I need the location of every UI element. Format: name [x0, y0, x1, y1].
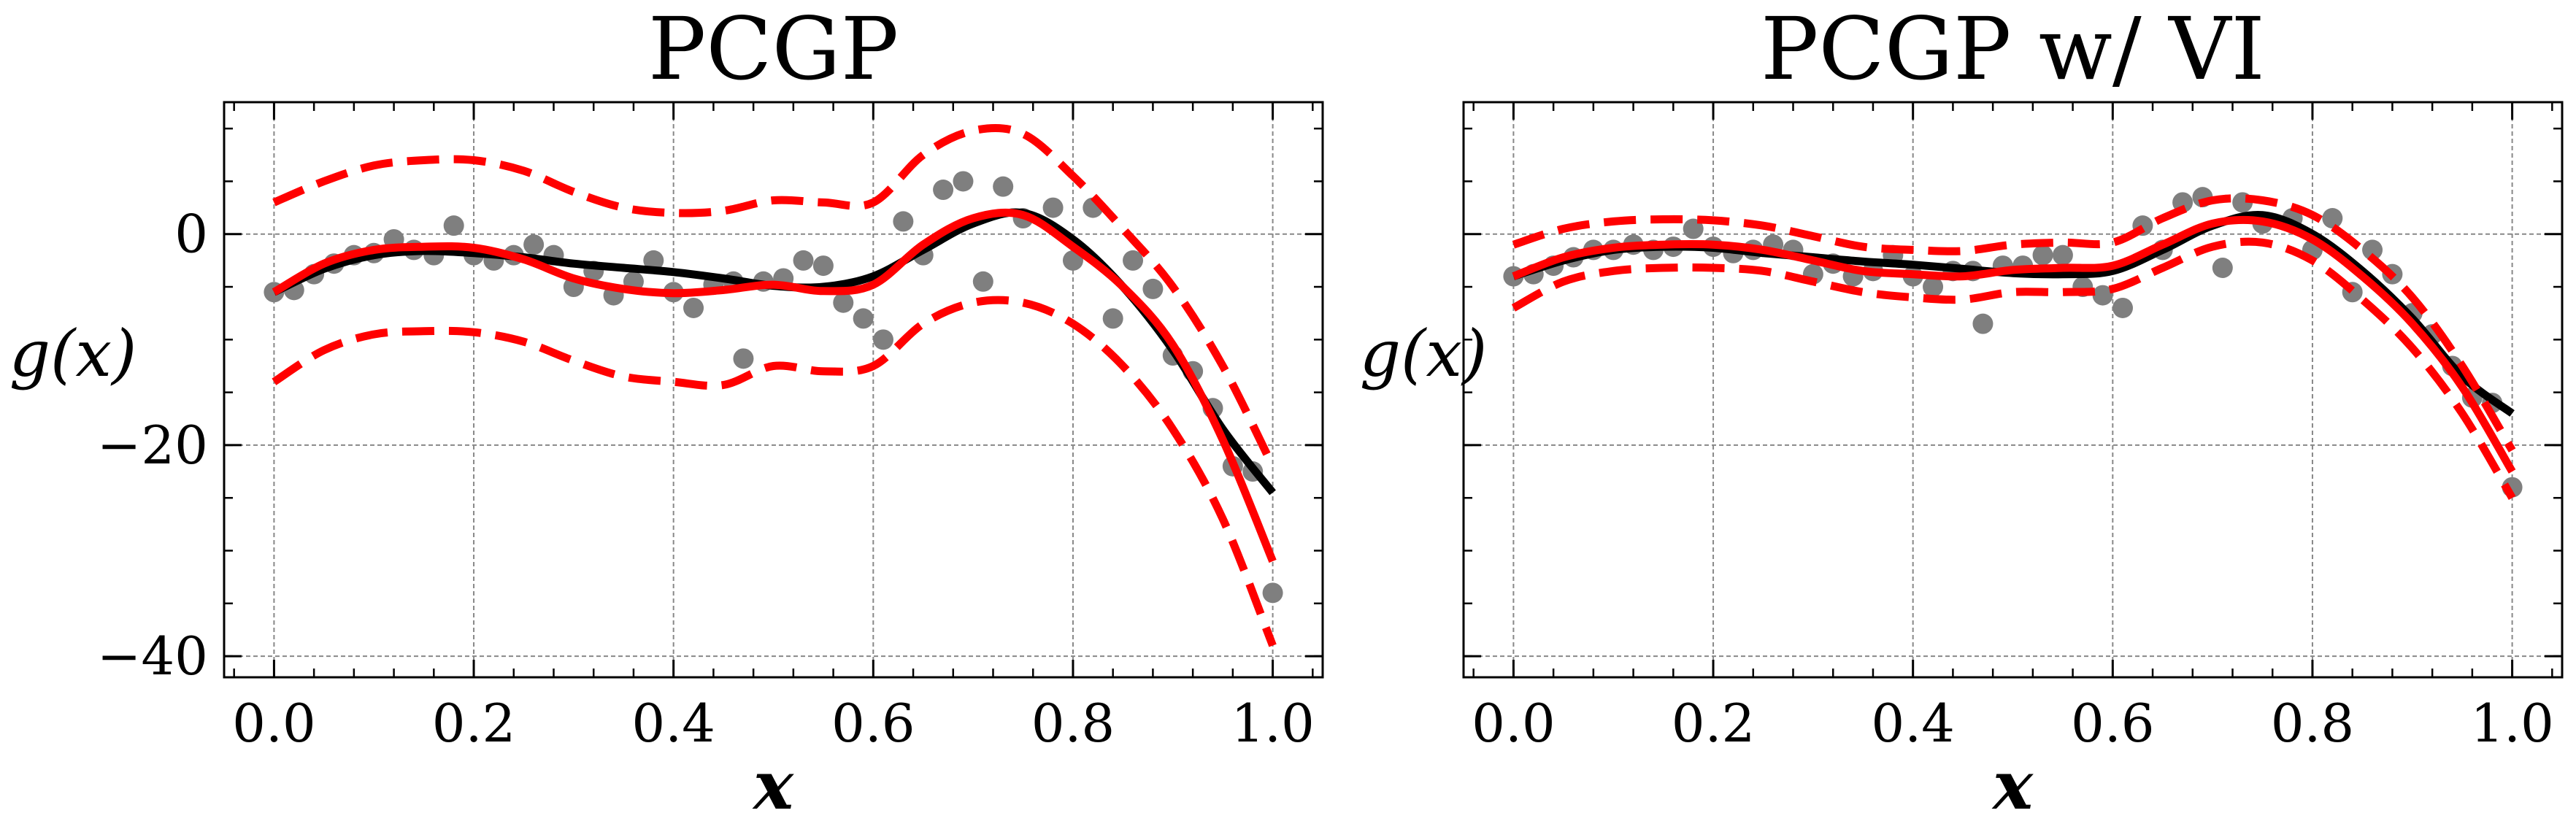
- lower-bound-line: [272, 296, 1277, 647]
- observation-point: [1262, 582, 1283, 604]
- left-panel-pcgp: 0.0 0.2 0.4 0.6 0.8 1.0 0 −20 −40 PCGP x g(x): [9, 0, 1324, 825]
- observation-point: [523, 234, 545, 255]
- ticks: [224, 102, 1323, 677]
- y-tick-label: −40: [97, 625, 208, 687]
- chart-title: PCGP w/ VI: [1761, 0, 2265, 99]
- x-axis-label: x: [752, 746, 794, 825]
- observation-point: [853, 308, 874, 329]
- observation-point: [2112, 297, 2133, 318]
- observation-point: [1123, 250, 1144, 271]
- axes-frame: [223, 101, 1324, 679]
- true-function-line: [272, 208, 1276, 496]
- x-tick-label: 0.0: [1472, 693, 1556, 754]
- observation-point: [733, 348, 754, 369]
- upper-bound-line: [272, 123, 1277, 469]
- right-panel-pcgp-vi: 0.0 0.2 0.4 0.6 0.8 1.0 PCGP w/ VI x g(x): [1360, 0, 2564, 825]
- observation-point: [643, 250, 664, 271]
- predictive-mean-line: [1512, 215, 2516, 474]
- axes-frame: [1462, 101, 2564, 679]
- x-tick-label: 0.0: [232, 693, 316, 754]
- y-tick-label: −20: [97, 415, 208, 476]
- plot-data: [1503, 187, 2523, 500]
- y-axis-label: g(x): [1360, 316, 1488, 391]
- ticks: [1464, 102, 2562, 677]
- x-tick-label: 1.0: [2470, 693, 2554, 754]
- observation-point: [812, 255, 834, 277]
- upper-bound-line: [1512, 194, 2516, 452]
- observation-point: [972, 271, 993, 292]
- observation-point: [2032, 244, 2053, 266]
- observation-point: [1102, 308, 1123, 329]
- grid: [1464, 102, 2562, 677]
- x-tick-label: 0.2: [432, 693, 516, 754]
- observation-point: [953, 171, 974, 192]
- observation-point: [2362, 239, 2383, 261]
- observation-point: [1683, 218, 1704, 239]
- observation-point: [1972, 313, 1993, 334]
- x-axis-label: x: [1991, 746, 2034, 825]
- x-tick-label: 0.4: [631, 693, 715, 754]
- observation-point: [2092, 285, 2113, 306]
- x-tick-label: 0.4: [1871, 693, 1955, 754]
- observation-point: [2052, 244, 2073, 266]
- x-tick-label: 0.8: [2271, 693, 2355, 754]
- plot-data: [264, 123, 1283, 647]
- observation-point: [1142, 278, 1164, 299]
- x-tick-label: 0.2: [1672, 693, 1756, 754]
- chart-title: PCGP: [648, 0, 899, 99]
- observation-point: [1042, 197, 1064, 218]
- observation-point: [683, 297, 704, 318]
- observation-point: [993, 176, 1014, 197]
- x-tick-label: 0.6: [2071, 693, 2155, 754]
- lower-bound-line: [1511, 237, 2516, 500]
- observation-point: [1923, 277, 1944, 298]
- x-tick-label: 1.0: [1231, 693, 1315, 754]
- y-axis-label: g(x): [9, 316, 137, 391]
- observation-point: [2322, 208, 2343, 229]
- x-tick-label: 0.6: [831, 693, 915, 754]
- observation-point: [833, 292, 854, 313]
- observation-point: [893, 211, 914, 232]
- predictive-mean-line: [272, 208, 1277, 563]
- observation-point: [793, 250, 814, 271]
- x-tick-label: 0.8: [1031, 693, 1115, 754]
- observation-point: [933, 180, 954, 201]
- grid: [224, 102, 1323, 677]
- observation-point: [443, 215, 464, 236]
- observation-point: [2212, 258, 2233, 279]
- observation-point: [873, 329, 893, 350]
- y-tick-label: 0: [174, 204, 208, 265]
